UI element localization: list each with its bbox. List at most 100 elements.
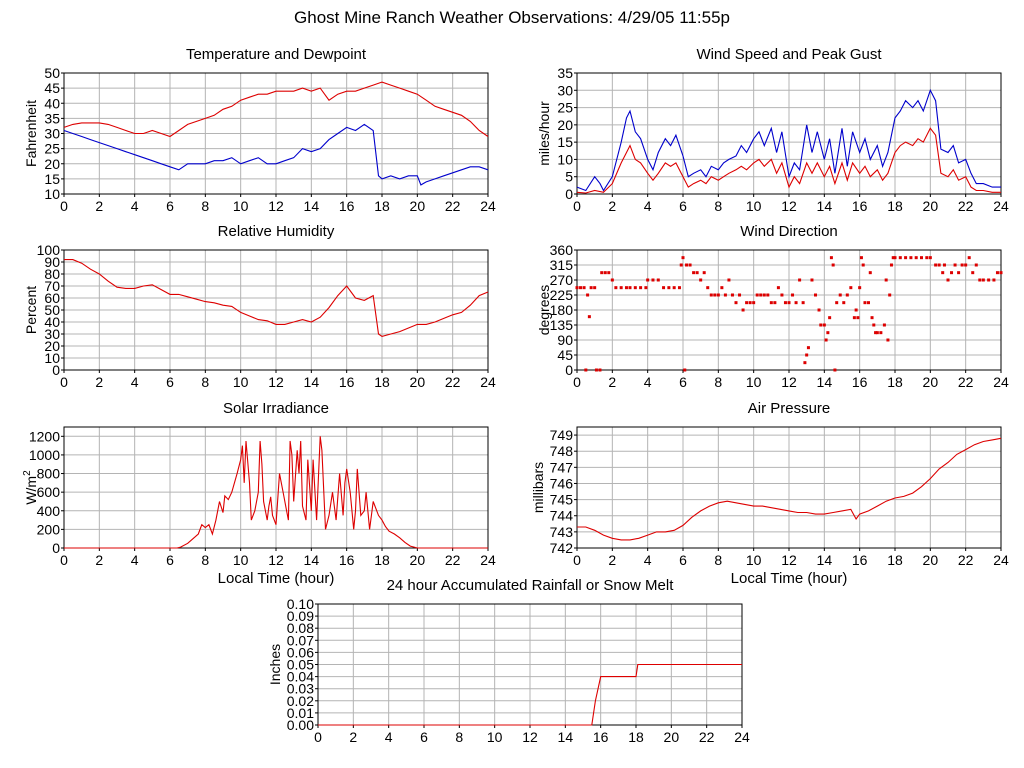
wind-direction-point (872, 323, 876, 327)
wind-direction-point (741, 308, 745, 312)
humidity-xtick-label: 6 (166, 374, 174, 390)
wind-speed-xtick-label: 2 (608, 198, 616, 214)
wind-direction-point (867, 301, 870, 305)
wind-direction-point (942, 263, 946, 267)
wind-direction-point (644, 286, 648, 290)
wind-direction-point (822, 323, 826, 327)
wind-speed-xtick-label: 8 (714, 198, 722, 214)
wind-direction-point (769, 301, 773, 305)
solar-ylabel-sup: 2 (22, 470, 33, 476)
wind-direction-point (995, 271, 999, 275)
pressure-ytick-label: 746 (550, 475, 574, 491)
rainfall-xtick-label: 16 (593, 729, 609, 745)
pressure-ytick-label: 742 (550, 540, 574, 556)
humidity-ytick-label: 90 (44, 254, 60, 270)
wind-direction-point (780, 293, 784, 297)
wind-direction-xtick-label: 8 (714, 374, 722, 390)
humidity-xtick-label: 12 (268, 374, 284, 390)
wind-direction-point (835, 301, 839, 305)
wind-direction-point (720, 286, 724, 290)
wind-direction-point (875, 331, 879, 335)
wind-direction-point (598, 368, 602, 372)
wind-direction-point (992, 278, 996, 282)
wind-direction-point (695, 271, 699, 275)
wind-speed-xtick-label: 24 (993, 198, 1009, 214)
pressure-xtick-label: 16 (852, 552, 868, 568)
wind-direction-point (960, 263, 964, 267)
wind-direction-xtick-label: 14 (817, 374, 833, 390)
wind-direction-point (861, 263, 865, 267)
temperature-ytick-label: 45 (44, 80, 60, 96)
wind-direction-point (679, 263, 683, 267)
wind-direction-point (610, 278, 614, 282)
wind-direction-point (651, 278, 655, 282)
temperature-ytick-label: 15 (44, 171, 60, 187)
wind-direction-point (607, 271, 611, 275)
pressure-series-line-1 (577, 437, 1002, 541)
wind-direction-point (904, 256, 908, 260)
humidity-xtick-label: 8 (201, 374, 209, 390)
wind-direction-point (826, 331, 830, 335)
page-title: Ghost Mine Ranch Weather Observations: 4… (294, 8, 730, 27)
temperature-xtick-label: 16 (339, 198, 355, 214)
wind-direction-point (934, 263, 938, 267)
solar-ylabel: W/m2 (22, 470, 39, 505)
wind-direction-xtick-label: 12 (781, 374, 797, 390)
pressure-xtick-label: 24 (993, 552, 1009, 568)
humidity-ytick-label: 80 (44, 266, 60, 282)
wind-speed-ytick-label: 5 (565, 169, 573, 185)
wind-direction-point (882, 323, 886, 327)
humidity-xtick-label: 10 (233, 374, 249, 390)
wind-direction-point (584, 368, 588, 372)
wind-direction-ytick-label: 0 (565, 362, 573, 378)
pressure-ytick-label: 747 (550, 459, 574, 475)
wind-speed-ytick-label: 30 (557, 82, 573, 98)
pressure-ytick-label: 745 (550, 492, 574, 508)
temperature-xtick-label: 22 (445, 198, 461, 214)
wind-direction-point (776, 286, 780, 290)
rainfall-ylabel-text: Inches (267, 644, 283, 685)
wind-direction-point (575, 286, 579, 290)
wind-direction-point (685, 263, 689, 267)
solar-xtick-label: 20 (410, 552, 426, 568)
temperature-xtick-label: 2 (95, 198, 103, 214)
temperature-ytick-label: 25 (44, 141, 60, 157)
wind-direction-point (723, 293, 727, 297)
temperature-xtick-label: 0 (60, 198, 68, 214)
wind-direction-point (909, 256, 913, 260)
wind-direction-point (803, 361, 807, 365)
wind-direction-point (868, 271, 872, 275)
pressure-xtick-label: 8 (714, 552, 722, 568)
wind-direction-point (928, 256, 932, 260)
wind-direction-point (587, 315, 591, 319)
wind-direction-point (874, 331, 878, 335)
wind-speed-xtick-label: 18 (887, 198, 903, 214)
wind-direction-point (829, 256, 833, 260)
wind-direction-point (978, 278, 982, 282)
temperature-ytick-label: 20 (44, 156, 60, 172)
humidity-xtick-label: 0 (60, 374, 68, 390)
wind-direction-point (870, 316, 874, 320)
solar-xtick-label: 14 (304, 552, 320, 568)
wind-direction-point (833, 368, 837, 372)
temperature-xtick-label: 20 (410, 198, 426, 214)
wind-direction-point (824, 338, 828, 342)
wind-speed-title: Wind Speed and Peak Gust (696, 46, 882, 63)
rainfall-xtick-label: 8 (455, 729, 463, 745)
wind-speed-xtick-label: 14 (817, 198, 833, 214)
wind-speed-xtick-label: 12 (781, 198, 797, 214)
wind-speed-xtick-label: 16 (852, 198, 868, 214)
wind-direction-point (937, 263, 941, 267)
rainfall-xtick-label: 0 (314, 729, 322, 745)
wind-direction-point (783, 301, 787, 305)
temperature-ytick-label: 10 (44, 186, 60, 202)
wind-direction-point (748, 301, 752, 305)
humidity-ytick-label: 20 (44, 338, 60, 354)
wind-direction-point (791, 293, 795, 297)
temperature-ylabel: Fahrenheit (23, 100, 39, 167)
wind-direction-point (628, 286, 632, 290)
wind-direction-point (845, 293, 849, 297)
wind-direction-point (672, 286, 676, 290)
